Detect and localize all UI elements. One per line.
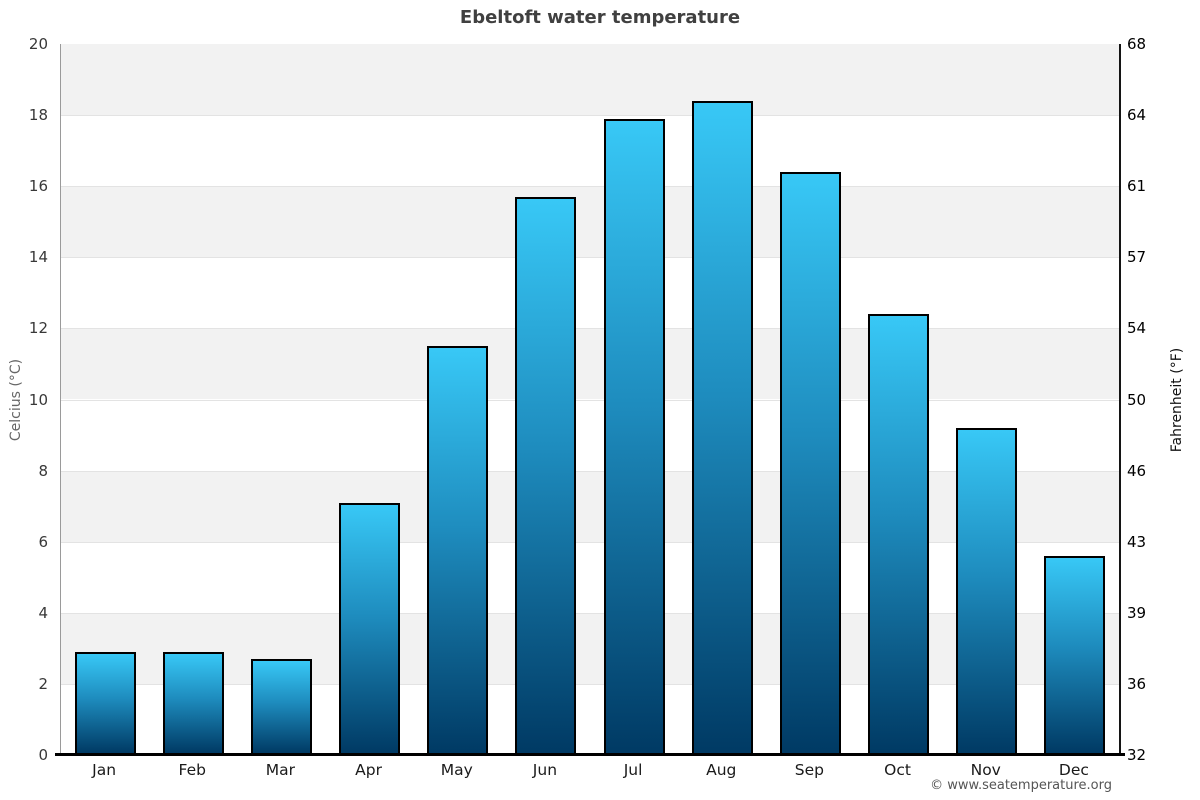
- ytick-left-0: 0: [38, 746, 48, 764]
- gridline: [61, 115, 1119, 117]
- xtick-jan: Jan: [92, 761, 117, 779]
- background-band: [61, 328, 1119, 400]
- ytick-left-18: 18: [28, 106, 48, 125]
- ytick-right-64: 64: [1127, 106, 1147, 125]
- ytick-right-46: 46: [1127, 461, 1147, 480]
- bar-dec: [1044, 555, 1106, 755]
- ytick-left-14: 14: [28, 248, 48, 267]
- ytick-right-50: 50: [1127, 390, 1147, 409]
- bar-mar: [250, 659, 312, 755]
- xtick-dec: Dec: [1058, 761, 1089, 779]
- xtick-sep: Sep: [794, 761, 825, 779]
- bar-sep: [779, 171, 841, 755]
- gridline: [61, 470, 1119, 472]
- gridline: [61, 541, 1119, 543]
- ytick-right-39: 39: [1127, 603, 1147, 622]
- ytick-left-12: 12: [28, 319, 48, 338]
- ytick-left-2: 2: [38, 674, 48, 693]
- xtick-apr: Apr: [355, 761, 382, 779]
- ytick-left-8: 8: [38, 461, 48, 480]
- xtick-may: May: [440, 761, 473, 779]
- ytick-right-43: 43: [1127, 532, 1147, 551]
- background-band: [61, 44, 1119, 116]
- chart-title: Ebeltoft water temperature: [459, 7, 741, 28]
- plot-area: [60, 44, 1121, 755]
- x-axis-line: [55, 753, 1125, 756]
- background-band: [61, 257, 1119, 329]
- gridline: [61, 399, 1119, 401]
- ytick-right-32: 32: [1127, 746, 1147, 764]
- ytick-left-16: 16: [28, 177, 48, 196]
- bar-feb: [162, 651, 224, 755]
- right-axis-title: Fahrenheit (°F): [1169, 347, 1185, 453]
- xtick-mar: Mar: [265, 761, 296, 779]
- background-band: [61, 683, 1119, 755]
- gridline: [61, 328, 1119, 330]
- left-axis-title: Celcius (°C): [8, 358, 24, 442]
- xtick-feb: Feb: [178, 761, 206, 779]
- ytick-right-68: 68: [1127, 35, 1147, 53]
- xtick-oct: Oct: [884, 761, 911, 779]
- gridline: [61, 257, 1119, 259]
- bar-aug: [691, 100, 753, 755]
- ytick-right-54: 54: [1127, 319, 1147, 338]
- bar-jul: [603, 118, 665, 755]
- copyright-credit: © www.seatemperature.org: [930, 778, 1112, 793]
- background-band: [61, 470, 1119, 542]
- bar-may: [427, 346, 489, 755]
- ytick-left-20: 20: [28, 35, 48, 53]
- gridline: [61, 683, 1119, 685]
- bar-jan: [74, 651, 136, 755]
- background-band: [61, 186, 1119, 258]
- ytick-left-6: 6: [38, 532, 48, 551]
- ytick-right-57: 57: [1127, 248, 1147, 267]
- background-band: [61, 399, 1119, 471]
- xtick-jun: Jun: [532, 761, 558, 779]
- background-band: [61, 115, 1119, 187]
- xtick-aug: Aug: [706, 761, 737, 779]
- background-band: [61, 612, 1119, 684]
- xtick-jul: Jul: [623, 761, 643, 779]
- bar-oct: [868, 314, 930, 755]
- background-band: [61, 541, 1119, 613]
- gridline: [61, 612, 1119, 614]
- bar-jun: [515, 196, 577, 755]
- ytick-left-10: 10: [28, 390, 48, 409]
- bar-nov: [956, 427, 1018, 755]
- ytick-left-4: 4: [38, 603, 48, 622]
- ytick-right-61: 61: [1127, 177, 1147, 196]
- bar-apr: [339, 502, 401, 755]
- ytick-right-36: 36: [1127, 674, 1147, 693]
- gridline: [61, 186, 1119, 188]
- xtick-nov: Nov: [970, 761, 1001, 779]
